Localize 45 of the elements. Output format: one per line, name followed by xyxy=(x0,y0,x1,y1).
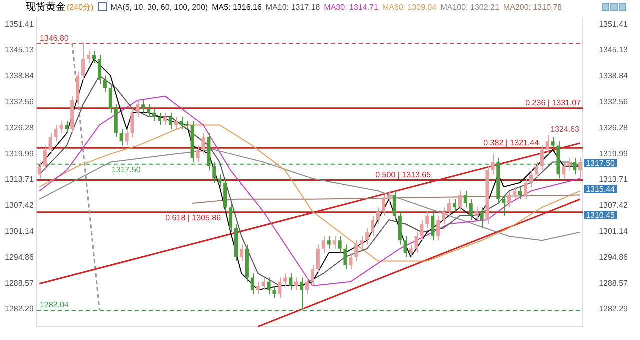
y-tick-label: 1332.56 xyxy=(4,97,34,106)
y-tick-label: 1282.29 xyxy=(4,304,34,314)
text: MA60: 1309.04 xyxy=(382,3,437,12)
chart-subtitle: (240分) xyxy=(67,3,94,12)
y2-tick-label: 1326.28 xyxy=(599,123,629,132)
y2-tick-label: 1351.41 xyxy=(599,20,629,29)
ref-line-label: 0.382 | 1321.44 xyxy=(484,138,540,148)
y-tick-label: 1326.28 xyxy=(4,123,34,132)
y-tick-label: 1319.99 xyxy=(4,149,34,158)
text: MA100: 1302.21 xyxy=(440,3,500,12)
candlestick xyxy=(60,120,64,134)
text: MA10: 1317.18 xyxy=(266,3,320,12)
text: MA5: 1316.16 xyxy=(212,3,262,12)
text: 1310.45 xyxy=(586,210,616,220)
y2-tick-label: 1338.84 xyxy=(599,72,629,81)
y2-tick-label: 1307.42 xyxy=(599,201,629,210)
y-tick-label: 1351.41 xyxy=(4,20,34,29)
y-tick-label: 1345.13 xyxy=(4,46,34,55)
ref-line-label: 1317.50 xyxy=(112,166,142,175)
text: 1317.50 xyxy=(586,158,616,168)
annotation: 1324.63 xyxy=(550,125,580,134)
y-tick-label: 1301.14 xyxy=(4,227,34,236)
ref-line-label: 1282.04 xyxy=(40,300,70,310)
y2-tick-label: 1294.86 xyxy=(599,252,629,262)
y2-tick-label: 1332.56 xyxy=(599,97,629,106)
y2-tick-label: 1301.14 xyxy=(599,227,629,236)
y2-tick-label: 1313.71 xyxy=(599,175,629,184)
y-tick-label: 1288.57 xyxy=(4,278,34,288)
text: MA30: 1314.71 xyxy=(324,3,378,12)
y-tick-label: 1294.86 xyxy=(4,252,34,262)
chart-title: 现货黄金 xyxy=(26,2,66,13)
y2-tick-label: 1319.99 xyxy=(599,149,629,158)
ref-line-label: 0.618 | 1305.86 xyxy=(166,214,222,223)
y2-tick-label: 1288.57 xyxy=(599,278,629,288)
ref-line-label: 0.500 | 1313.65 xyxy=(376,170,432,180)
y-tick-label: 1313.71 xyxy=(4,175,34,184)
ref-line-label: 0.236 | 1331.07 xyxy=(526,98,582,108)
ref-line-label: 1346.80 xyxy=(40,34,70,43)
y-tick-label: 1307.42 xyxy=(4,201,34,210)
y2-tick-label: 1345.13 xyxy=(599,46,629,55)
y-tick-label: 1338.84 xyxy=(4,72,34,81)
legend-title: MA(5, 10, 30, 60, 100, 200) xyxy=(110,3,208,12)
text: 1315.44 xyxy=(586,184,616,194)
y2-tick-label: 1282.29 xyxy=(599,304,629,314)
text: MA200: 1310.78 xyxy=(503,3,562,12)
